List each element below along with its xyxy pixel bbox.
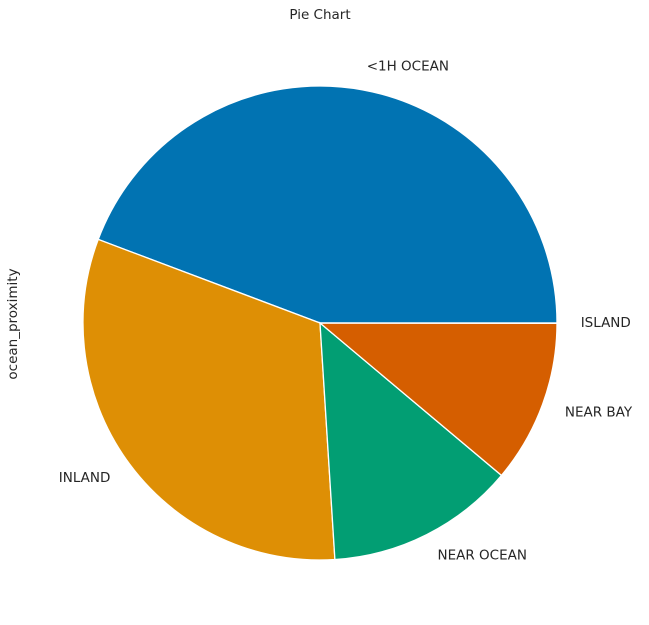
pie-slice-1h-ocean: [97, 85, 558, 324]
pie-label-near-bay: NEAR BAY: [565, 404, 633, 420]
pie-label-inland: INLAND: [59, 470, 111, 486]
pie-slices: [82, 85, 558, 561]
pie-slice-near-bay: [318, 322, 558, 477]
pie-label-1h-ocean: <1H OCEAN: [367, 59, 449, 75]
pie-slice-near-ocean: [319, 321, 503, 561]
pie-label-near-ocean: NEAR OCEAN: [438, 548, 527, 564]
pie-slice-inland: [82, 238, 336, 561]
chart-title: Pie Chart: [289, 7, 350, 23]
pie-slice-labels: <1H OCEAN INLAND NEAR OCEAN NEAR BAY ISLAND: [59, 59, 633, 564]
y-axis-label: ocean_proximity: [5, 268, 21, 379]
pie-label-island: ISLAND: [581, 315, 631, 331]
